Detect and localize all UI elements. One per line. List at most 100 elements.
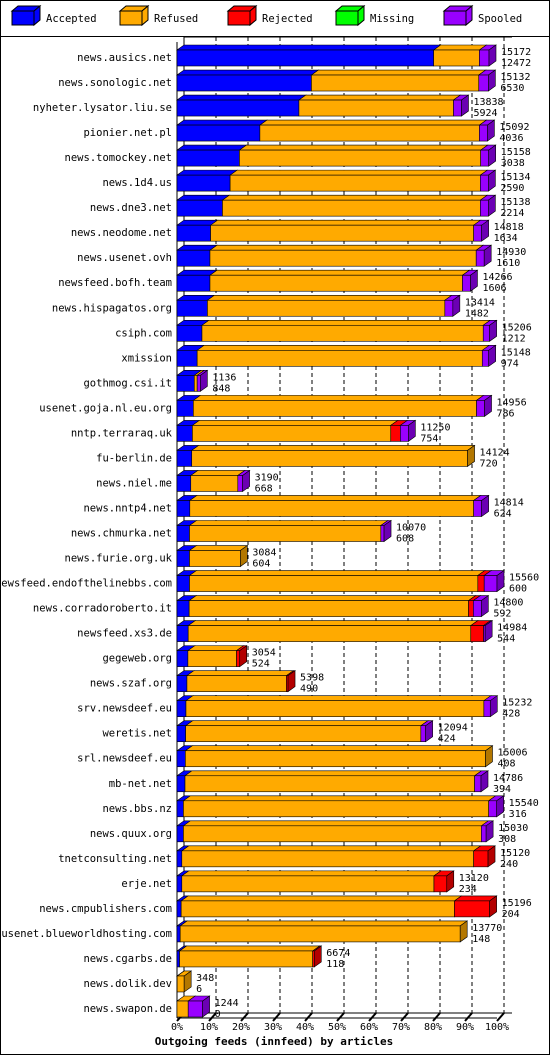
legend-label: Spooled xyxy=(478,13,522,25)
bar-front xyxy=(488,800,497,818)
bar-side xyxy=(425,720,433,743)
bar-front xyxy=(390,425,401,442)
bar-front xyxy=(185,725,422,743)
bar-top xyxy=(176,169,239,176)
bar-segment xyxy=(184,745,494,768)
y-tick-label: erje.net xyxy=(121,878,172,890)
y-tick-label: news.tomockey.net xyxy=(65,152,172,164)
bar-side xyxy=(242,469,250,493)
y-tick-label: fu-berlin.de xyxy=(96,452,172,464)
bar-side xyxy=(202,995,210,1018)
bar-top xyxy=(180,845,482,852)
bar-side xyxy=(488,169,496,192)
bar-side xyxy=(481,219,489,242)
x-axis-label: Outgoing feeds (innfeed) by articles xyxy=(155,1035,393,1048)
bar-side xyxy=(481,494,489,518)
bar-front xyxy=(176,299,208,317)
bar-segment xyxy=(191,420,399,442)
bar-side xyxy=(383,519,392,543)
bar-segment xyxy=(201,319,492,342)
bar-segment xyxy=(229,169,489,192)
bar-segment xyxy=(179,920,469,943)
bar-front xyxy=(176,500,191,517)
bar-front xyxy=(176,975,185,993)
bar-segment xyxy=(176,545,198,567)
bar-front xyxy=(454,900,490,918)
bar-front xyxy=(470,625,484,642)
bar-segment xyxy=(180,845,482,868)
bar-segment xyxy=(432,44,488,67)
bar-segment xyxy=(188,545,249,567)
bar-side xyxy=(446,870,455,893)
bar-segment xyxy=(209,244,485,267)
x-tick xyxy=(336,1012,345,1022)
bar-front xyxy=(183,825,482,843)
bar-segment xyxy=(176,445,200,467)
bar-front xyxy=(176,725,186,743)
bar-front xyxy=(185,750,486,768)
y-tick-label: nntp.terraraq.uk xyxy=(71,427,173,439)
offered-label: 5398 xyxy=(300,673,324,684)
bar-front xyxy=(433,875,448,893)
bar-top xyxy=(180,895,463,902)
y-tick-label: news.dolik.dev xyxy=(83,978,172,990)
bar-segment xyxy=(178,945,321,968)
offered-label: 3054 xyxy=(252,648,276,659)
offered-label: 14814 xyxy=(494,497,524,508)
offered-label: 14930 xyxy=(496,247,526,258)
bar-side xyxy=(183,970,192,993)
legend-swatch-front xyxy=(119,10,143,26)
bar-segment xyxy=(188,495,482,517)
bar-front xyxy=(480,149,489,167)
x-tick-label: 30% xyxy=(264,1022,282,1033)
bar-top xyxy=(178,945,321,952)
bar-front xyxy=(298,99,454,117)
offered-label: 13414 xyxy=(465,297,495,308)
bar-front xyxy=(176,199,223,217)
y-tick-label: news.usenet.ovh xyxy=(77,252,172,264)
bar-top xyxy=(192,395,485,401)
offered-label: 13120 xyxy=(459,873,489,884)
bar-top xyxy=(182,795,497,802)
bar-front xyxy=(480,199,489,217)
accepted-label: 786 xyxy=(497,408,515,419)
bar-front xyxy=(179,925,461,943)
accepted-label: 754 xyxy=(420,433,438,444)
offered-label: 14818 xyxy=(494,222,524,233)
legend-swatch-side xyxy=(357,4,365,27)
bar-top xyxy=(182,820,490,827)
bar-front xyxy=(479,124,488,142)
bar-segment xyxy=(176,94,307,117)
bar-side xyxy=(488,44,497,67)
bar-front xyxy=(476,400,485,417)
bar-segment xyxy=(176,595,198,617)
bar-segment xyxy=(187,995,211,1018)
y-tick-label: news.neodome.net xyxy=(71,227,172,239)
bar-top xyxy=(432,44,488,51)
bar-side xyxy=(488,69,496,92)
offered-label: 3084 xyxy=(252,548,276,559)
y-tick-label: weretis.net xyxy=(102,728,172,740)
bar-front xyxy=(176,700,187,717)
y-tick-label: csiph.com xyxy=(115,327,172,339)
bar-top xyxy=(176,194,231,201)
bar-front xyxy=(188,600,469,617)
bar-front xyxy=(433,49,480,67)
bar-top xyxy=(209,269,471,276)
accepted-label: 5924 xyxy=(473,108,497,119)
x-tick-label: 90% xyxy=(456,1022,474,1033)
offered-label: 13838 xyxy=(473,97,503,108)
legend-swatch xyxy=(118,4,150,27)
offered-label: 15030 xyxy=(498,823,528,834)
bar-segment xyxy=(180,895,463,918)
bar-side xyxy=(461,94,469,117)
x-tick xyxy=(240,1012,249,1022)
offered-label: 14956 xyxy=(497,397,527,408)
bar-top xyxy=(310,69,487,76)
accepted-label: 592 xyxy=(493,609,511,620)
bar-front xyxy=(189,525,382,542)
bar-segment xyxy=(176,144,248,167)
accepted-label: 1634 xyxy=(494,233,518,244)
x-tick-label: 10% xyxy=(200,1022,218,1033)
bar-side xyxy=(488,194,496,217)
